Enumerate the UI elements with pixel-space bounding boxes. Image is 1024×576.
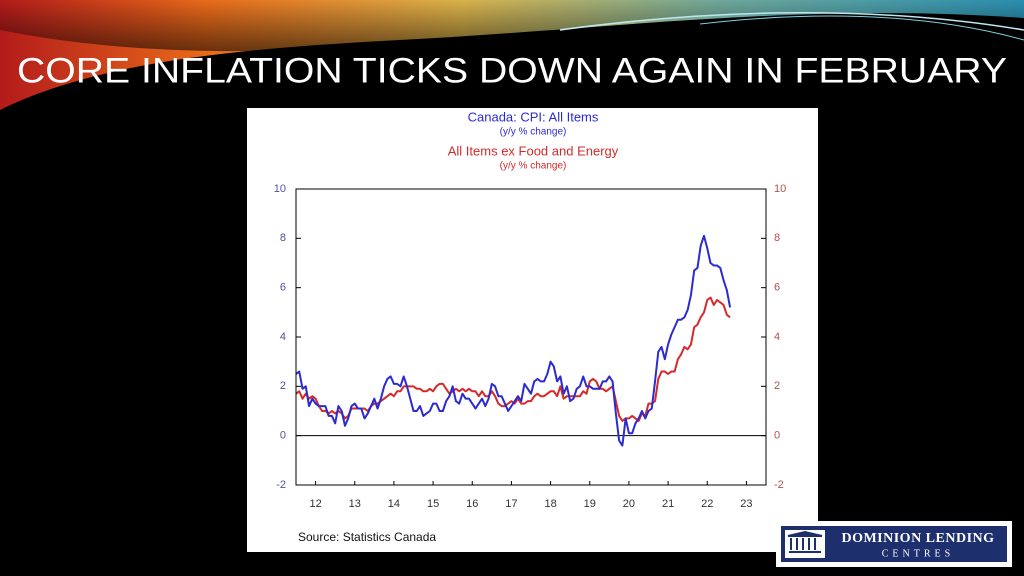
plot: -2 0 2 4 6 8 10 -2 0 2 4 6 8 10 12 13 14 15 16 17 18 19 20 21 22… (274, 183, 787, 510)
y2-tick-label: 8 (774, 232, 780, 244)
chart-panel (247, 108, 818, 552)
y-tick-label: 6 (280, 282, 286, 294)
y2-tick-label: 10 (774, 183, 786, 195)
slide-title: CORE INFLATION TICKS DOWN AGAIN IN FEBRU… (17, 51, 1007, 90)
logo-building (787, 530, 823, 553)
series-unit: (y/y % change) (500, 161, 567, 172)
x-tick-label: 16 (466, 498, 478, 510)
series-title: All Items ex Food and Energy (448, 143, 619, 158)
source: Source: Statistics Canada (298, 530, 436, 544)
x-tick-label: 12 (309, 498, 321, 510)
plot-frame (295, 188, 767, 486)
y2-tick-label: 0 (774, 430, 780, 442)
logo-sub: CENTRES (882, 548, 954, 559)
x-tick-label: 18 (544, 498, 556, 510)
swoosh-line (699, 15, 1024, 41)
y2-tick-label: 4 (774, 331, 780, 343)
x-tick-label: 19 (584, 498, 596, 510)
y2-tick-label: -2 (774, 479, 784, 491)
series-unit: (y/y % change) (500, 127, 567, 138)
x-tick-label: 17 (505, 498, 517, 510)
series-line (295, 234, 732, 447)
y-tick-label: -2 (276, 479, 286, 491)
series-title: Canada: CPI: All Items (468, 109, 599, 124)
y-tick-label: 10 (274, 183, 286, 195)
x-tick-label: 14 (388, 498, 400, 510)
logo-name: DOMINION LENDING (841, 531, 994, 546)
y-tick-label: 8 (280, 232, 286, 244)
x-tick-label: 13 (349, 498, 361, 510)
y2-tick-label: 6 (774, 282, 780, 294)
y2-tick-label: 2 (774, 380, 780, 392)
x-tick-label: 21 (662, 498, 674, 510)
swoosh-line (559, 12, 1024, 31)
x-tick-label: 20 (623, 498, 635, 510)
x-tick-label: 23 (740, 498, 752, 510)
x-tick-label: 15 (427, 498, 439, 510)
x-tick-label: 22 (701, 498, 713, 510)
y-tick-label: 0 (280, 430, 286, 442)
y-tick-label: 4 (280, 331, 286, 343)
y-tick-label: 2 (280, 380, 286, 392)
